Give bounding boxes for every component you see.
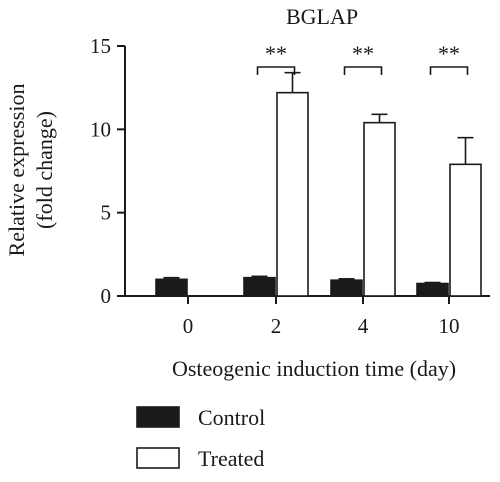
significance-bracket <box>429 66 469 75</box>
control-bar <box>243 276 276 297</box>
legend: Control Treated <box>136 405 265 471</box>
x-tick-label: 4 <box>358 314 369 338</box>
y-axis-label-line2: (fold change) <box>32 111 57 229</box>
x-tick-label: 0 <box>183 314 194 338</box>
y-tick-label: 5 <box>101 201 112 225</box>
x-axis-label: Osteogenic induction time (day) <box>172 356 456 381</box>
x-tick-label: 2 <box>271 314 282 338</box>
significance-markers: ** ** ** <box>256 41 469 75</box>
y-tick-label: 10 <box>90 117 111 141</box>
bars <box>155 71 482 297</box>
treated-bar <box>276 91 309 297</box>
treated-bar <box>363 121 396 297</box>
significance-label: ** <box>352 41 374 66</box>
control-bar <box>416 282 449 297</box>
control-bar <box>330 279 363 297</box>
chart-title: BGLAP <box>286 4 358 29</box>
control-legend-swatch <box>136 406 180 428</box>
significance-bracket <box>343 66 383 75</box>
y-tick-label: 0 <box>101 284 112 308</box>
significance-label: ** <box>438 41 460 66</box>
legend-label: Control <box>198 405 265 430</box>
y-tick-label: 15 <box>90 34 111 58</box>
legend-label: Treated <box>198 446 264 471</box>
x-tick-label: 10 <box>439 314 460 338</box>
treated-bar <box>449 163 482 297</box>
significance-bracket <box>256 66 296 75</box>
treated-legend-swatch <box>136 447 180 469</box>
control-bar <box>155 278 188 297</box>
y-axis-label-line1: Relative expression <box>4 84 29 257</box>
significance-label: ** <box>265 41 287 66</box>
